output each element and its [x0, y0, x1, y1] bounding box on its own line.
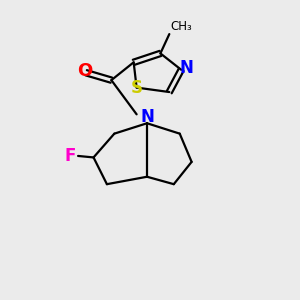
Text: S: S — [130, 79, 142, 97]
Text: N: N — [140, 108, 154, 126]
Text: O: O — [77, 62, 92, 80]
Text: CH₃: CH₃ — [171, 20, 193, 33]
Text: N: N — [180, 59, 194, 77]
Text: F: F — [64, 147, 75, 165]
